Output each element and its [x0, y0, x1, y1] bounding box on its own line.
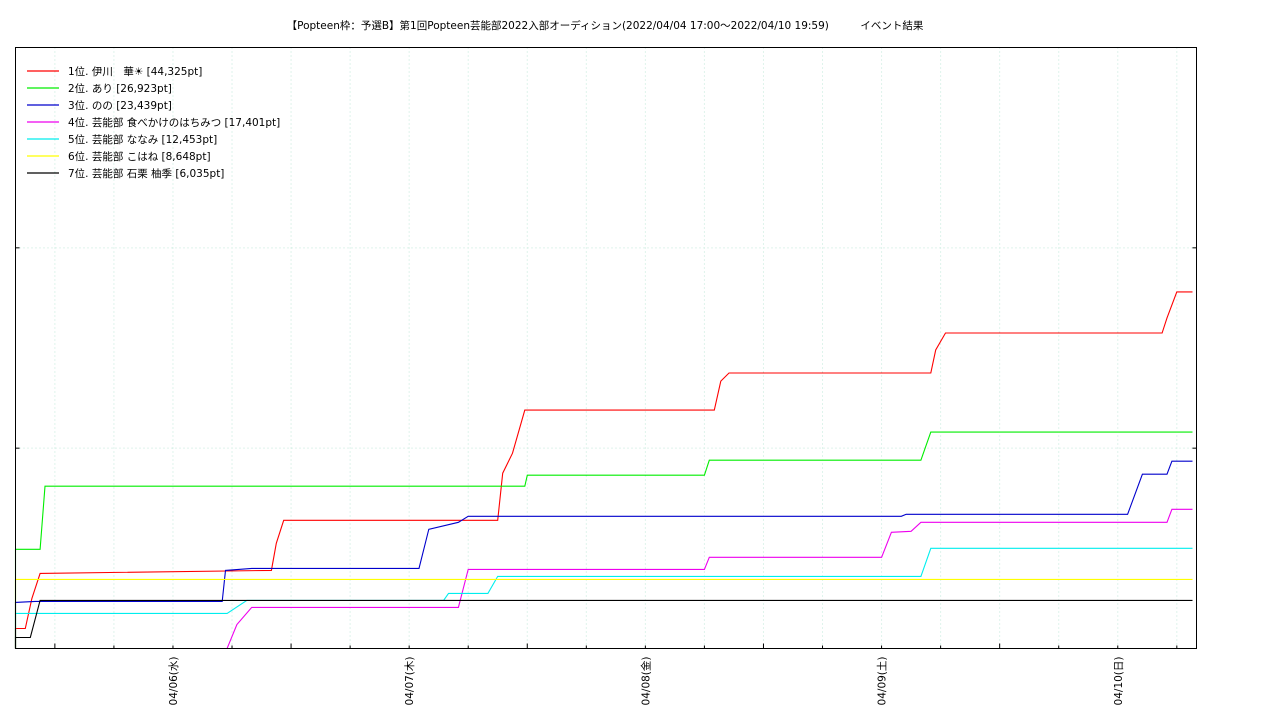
- x-tick-label: 04/08(金): [639, 657, 652, 706]
- x-tick-label: 04/06(水): [168, 657, 180, 706]
- legend-entry-5: 5位. 芸能部 ななみ [12,453pt]: [68, 133, 217, 146]
- legend-entry-3: 3位. のの [23,439pt]: [68, 99, 172, 112]
- series-line-5: [14, 547, 1193, 649]
- legend-entry-1: 1位. 伊川 華☀ [44,325pt]: [68, 65, 202, 78]
- x-tick-label: 04/10(日): [1113, 657, 1125, 706]
- series-line-4: [15, 508, 1193, 650]
- legend-entry-2: 2位. あり [26,923pt]: [68, 82, 172, 95]
- x-ticks: 04/05(火)04/06(水)04/07(木)04/08(金)04/09(土)…: [54, 643, 1178, 706]
- series-line-2: [14, 431, 1193, 649]
- series-line-7: [14, 599, 1193, 649]
- x-tick-label: 04/07(木): [404, 657, 416, 706]
- chart-title: 【Popteen枠：予選B】第1回Popteen芸能部2022入部オーディション…: [286, 20, 924, 32]
- legend-entry-4: 4位. 芸能部 食べかけのはちみつ [17,401pt]: [68, 116, 280, 129]
- series-line-1: [14, 291, 1193, 649]
- legend-entry-6: 6位. 芸能部 こはね [8,648pt]: [68, 150, 211, 163]
- legend: 1位. 伊川 華☀ [44,325pt] 2位. あり [26,923pt] 3位.…: [27, 65, 280, 180]
- y-ticks: [15, 247, 1197, 449]
- series-line-3: [14, 460, 1193, 649]
- series-lines: [14, 291, 1193, 650]
- legend-entry-7: 7位. 芸能部 石栗 柚季 [6,035pt]: [68, 167, 224, 180]
- plot-frame: [15, 47, 1197, 649]
- x-tick-label: 04/09(土): [876, 657, 889, 706]
